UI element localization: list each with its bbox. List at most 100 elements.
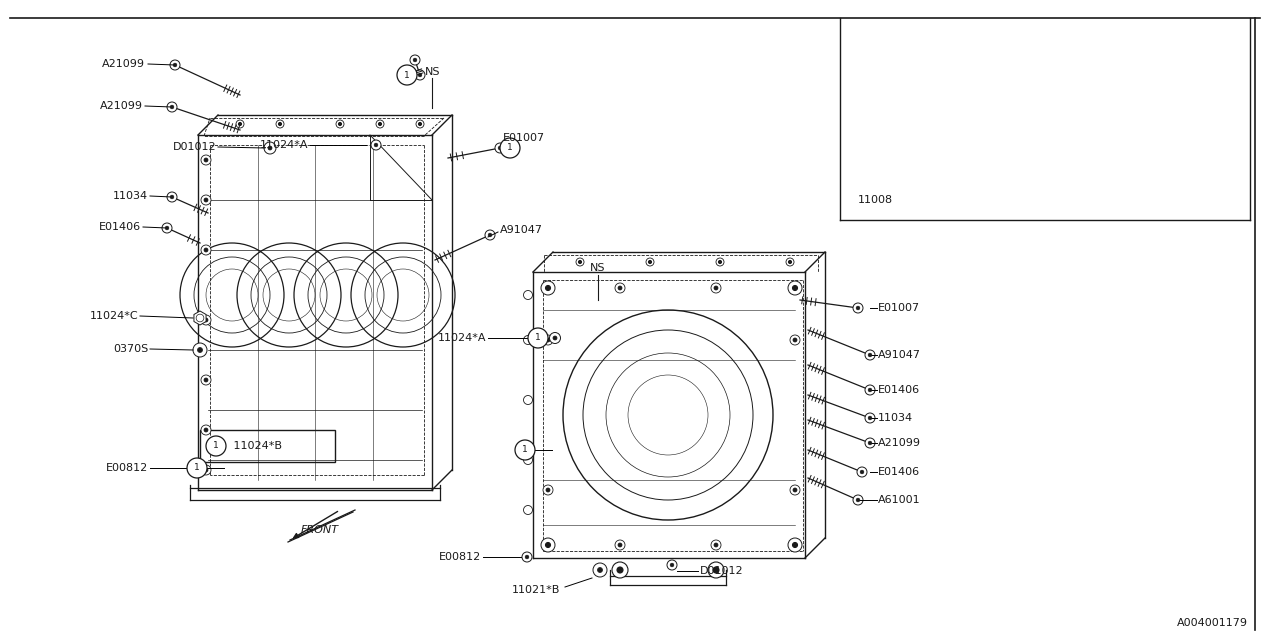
Text: D01012: D01012: [700, 566, 744, 576]
Circle shape: [710, 283, 721, 293]
Text: 11008: 11008: [858, 195, 893, 205]
Circle shape: [547, 338, 550, 342]
Circle shape: [374, 143, 378, 147]
Circle shape: [667, 560, 677, 570]
Circle shape: [790, 335, 800, 345]
Text: 11034: 11034: [878, 413, 913, 423]
Text: E01406: E01406: [99, 222, 141, 232]
Circle shape: [865, 350, 876, 360]
Text: E00812: E00812: [106, 463, 148, 473]
Polygon shape: [195, 311, 206, 325]
Text: A21099: A21099: [100, 101, 143, 111]
Circle shape: [170, 195, 174, 199]
Circle shape: [371, 140, 381, 150]
Circle shape: [204, 318, 207, 322]
Circle shape: [206, 436, 227, 456]
Text: NS: NS: [425, 67, 440, 77]
Circle shape: [671, 563, 673, 567]
Circle shape: [646, 258, 654, 266]
Text: 1: 1: [214, 442, 219, 451]
Text: 11024*B: 11024*B: [230, 441, 282, 451]
Circle shape: [192, 463, 202, 473]
Circle shape: [524, 506, 532, 515]
Circle shape: [376, 120, 384, 128]
Circle shape: [714, 543, 718, 547]
Circle shape: [415, 70, 425, 80]
Text: E01406: E01406: [878, 467, 920, 477]
Circle shape: [792, 285, 797, 291]
Circle shape: [410, 55, 420, 65]
Circle shape: [618, 543, 622, 547]
Circle shape: [379, 122, 381, 125]
Circle shape: [790, 485, 800, 495]
Circle shape: [865, 385, 876, 395]
Circle shape: [204, 248, 207, 252]
Circle shape: [165, 226, 169, 230]
Circle shape: [860, 470, 864, 474]
Circle shape: [865, 413, 876, 423]
Text: A91047: A91047: [878, 350, 922, 360]
Circle shape: [170, 60, 180, 70]
Circle shape: [716, 258, 724, 266]
Circle shape: [856, 306, 860, 310]
Circle shape: [868, 441, 872, 445]
Text: 11024*A: 11024*A: [438, 333, 486, 343]
Circle shape: [543, 485, 553, 495]
Circle shape: [201, 315, 211, 325]
Text: 11024*A: 11024*A: [260, 140, 308, 150]
Text: FRONT: FRONT: [301, 525, 339, 535]
Circle shape: [166, 192, 177, 202]
Circle shape: [201, 425, 211, 435]
Text: A21099: A21099: [878, 438, 922, 448]
Circle shape: [858, 467, 867, 477]
Circle shape: [515, 440, 535, 460]
Text: A004001179: A004001179: [1178, 618, 1248, 628]
Circle shape: [201, 375, 211, 385]
Text: 11024*C: 11024*C: [90, 311, 138, 321]
Text: NS: NS: [590, 263, 605, 273]
Circle shape: [413, 58, 417, 62]
Text: A21099: A21099: [102, 59, 145, 69]
Text: 1: 1: [522, 445, 527, 454]
Circle shape: [204, 428, 207, 432]
Text: 1: 1: [404, 70, 410, 79]
Circle shape: [416, 120, 424, 128]
Circle shape: [852, 303, 863, 313]
Circle shape: [865, 438, 876, 448]
Circle shape: [238, 122, 242, 125]
Circle shape: [204, 468, 207, 472]
Circle shape: [614, 540, 625, 550]
Circle shape: [708, 562, 724, 578]
Circle shape: [549, 333, 561, 344]
Circle shape: [279, 122, 282, 125]
Circle shape: [193, 343, 207, 357]
Circle shape: [541, 281, 556, 295]
Circle shape: [201, 195, 211, 205]
Circle shape: [397, 65, 417, 85]
Circle shape: [868, 416, 872, 420]
Circle shape: [598, 568, 603, 573]
Circle shape: [576, 258, 584, 266]
Circle shape: [195, 466, 198, 470]
Circle shape: [553, 336, 557, 340]
Text: A91047: A91047: [500, 225, 543, 235]
Circle shape: [268, 146, 273, 150]
Circle shape: [173, 63, 177, 67]
Text: 11034: 11034: [113, 191, 148, 201]
Circle shape: [788, 281, 803, 295]
Text: 0370S: 0370S: [113, 344, 148, 354]
Circle shape: [485, 230, 495, 240]
Circle shape: [545, 285, 550, 291]
Circle shape: [593, 563, 607, 577]
FancyBboxPatch shape: [200, 430, 335, 462]
Circle shape: [852, 495, 863, 505]
Circle shape: [187, 458, 207, 478]
Circle shape: [524, 456, 532, 465]
Circle shape: [197, 348, 202, 353]
Circle shape: [547, 488, 550, 492]
Circle shape: [524, 396, 532, 404]
Circle shape: [529, 328, 548, 348]
Circle shape: [488, 233, 492, 237]
Text: D01012: D01012: [173, 142, 216, 152]
Circle shape: [792, 543, 797, 547]
